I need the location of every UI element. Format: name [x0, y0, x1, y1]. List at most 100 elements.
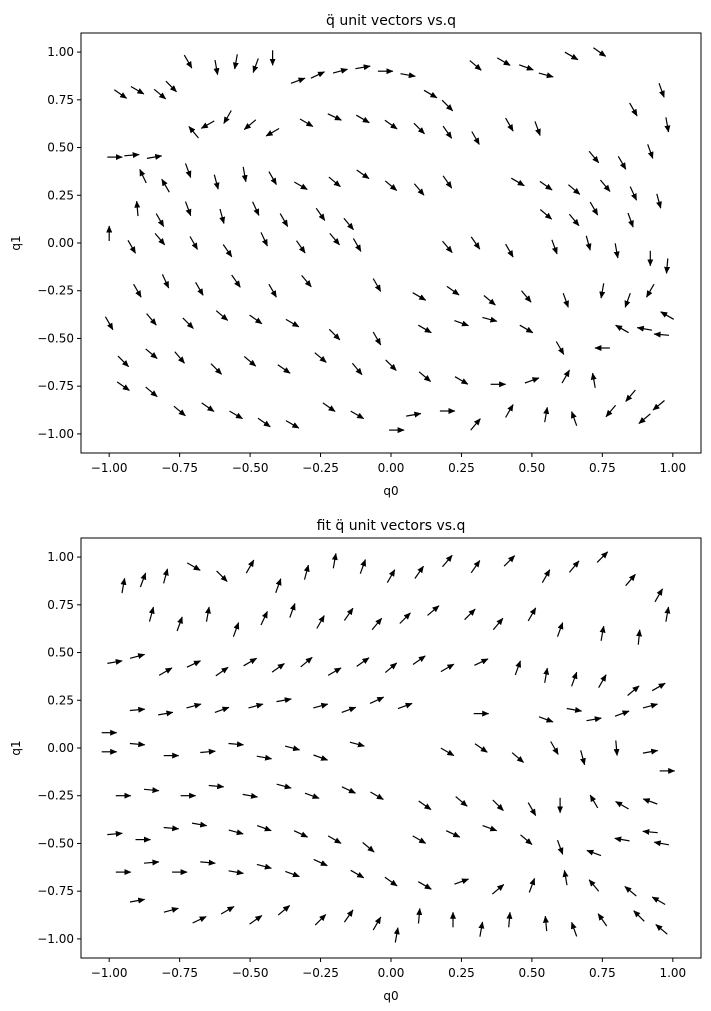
top-quiver-arrow: [146, 153, 163, 160]
bottom-quiver-arrow: [107, 830, 123, 837]
bottom-quiver-arrow: [416, 908, 423, 924]
bottom-quiver-arrow: [303, 564, 310, 580]
top-quiver-arrow: [173, 405, 186, 417]
top-quiver-arrow: [294, 181, 308, 191]
bottom-quiver-arrow: [615, 800, 629, 810]
top-quiver-arrow: [538, 72, 554, 79]
top-quiver-arrow: [412, 292, 427, 301]
bottom-quiver-arrow: [543, 667, 550, 683]
bottom-quiver-arrow: [633, 910, 645, 922]
top-quiver-arrow: [385, 359, 397, 371]
bottom-quiver-arrow: [627, 685, 640, 696]
bottom-quiver-arrow: [163, 907, 179, 913]
bottom-quiver-arrow: [304, 792, 320, 799]
bottom-quiver-arrow: [642, 828, 658, 835]
bottom-quiver-plot: fit q̈ unit vectors vs.q −1.00 −0.75 −0.50…: [9, 518, 702, 1003]
top-quiver-arrow: [328, 328, 341, 341]
top-quiver-arrow: [355, 64, 371, 71]
top-quiver-arrow: [384, 119, 398, 130]
top-x-tick-label: −0.25: [302, 461, 339, 475]
bottom-quiver-arrow: [200, 859, 216, 866]
top-y-tick-label: 0.75: [47, 93, 74, 107]
top-x-tick-label: 0.25: [448, 461, 475, 475]
bottom-quiver-arrow: [331, 553, 338, 569]
top-quiver-arrow: [241, 166, 248, 183]
top-quiver-arrow: [384, 180, 398, 191]
bottom-quiver-arrow: [613, 740, 620, 756]
top-quiver-arrow: [195, 282, 204, 296]
top-quiver-arrow: [229, 410, 243, 420]
bottom-quiver-arrow: [370, 791, 384, 801]
top-quiver-arrow: [279, 213, 289, 228]
top-quiver-arrow: [249, 314, 263, 325]
top-plot-y-axis-label: q1: [9, 235, 23, 250]
top-quiver-arrow: [599, 179, 611, 192]
bottom-quiver-arrow: [162, 568, 169, 584]
bottom-quiver-arrow: [503, 555, 516, 567]
bottom-quiver-arrow: [653, 840, 670, 847]
bottom-y-tick-label: −0.75: [37, 884, 74, 898]
bottom-quiver-arrow: [176, 616, 183, 632]
bottom-plot-axes-frame: [80, 537, 702, 959]
top-quiver-arrow: [139, 168, 147, 184]
top-quiver-arrow: [161, 178, 170, 193]
bottom-quiver-arrow: [642, 702, 658, 709]
top-quiver-arrow: [183, 54, 193, 69]
bottom-quiver-arrow: [445, 830, 461, 838]
bottom-quiver-arrow: [651, 682, 666, 692]
top-quiver-arrow: [652, 400, 665, 411]
bottom-quiver-arrow: [570, 921, 578, 937]
bottom-quiver-arrow: [596, 551, 609, 563]
bottom-quiver-arrow: [654, 588, 664, 603]
bottom-quiver-arrow: [528, 877, 536, 893]
top-quiver-arrow: [165, 80, 177, 93]
top-x-tick-label: 0.75: [589, 461, 616, 475]
bottom-quiver-arrow: [474, 743, 488, 753]
bottom-quiver-arrow: [397, 702, 413, 710]
top-quiver-arrow: [184, 201, 192, 217]
bottom-quiver-arrow: [256, 863, 272, 870]
bottom-quiver-arrow: [158, 667, 173, 676]
top-y-tick-label: −0.75: [37, 379, 74, 393]
top-quiver-arrow: [613, 243, 620, 259]
bottom-quiver-arrow: [418, 800, 432, 811]
bottom-plot-title: fit q̈ unit vectors vs.q: [317, 518, 466, 534]
top-quiver-arrow: [518, 64, 534, 71]
bottom-quiver-arrow: [327, 835, 342, 844]
top-x-tick-label: 0.00: [378, 461, 405, 475]
bottom-quiver-arrow: [350, 869, 365, 879]
bottom-quiver-arrow: [313, 754, 329, 761]
top-quiver-arrow: [568, 213, 580, 227]
bottom-quiver-arrow: [642, 798, 658, 805]
top-plot-ticks: −1.00 −0.75 −0.50 −0.25 0.00 0.25 0.50 0.75 1.00…: [37, 45, 686, 475]
bottom-quiver-arrow: [527, 802, 537, 817]
top-quiver-arrow: [570, 411, 578, 426]
bottom-quiver-arrow: [440, 663, 455, 673]
top-quiver-arrow: [213, 174, 220, 190]
top-quiver-arrow: [356, 114, 370, 124]
bottom-quiver-arrow: [614, 836, 630, 843]
bottom-plot-x-axis-label: q0: [383, 989, 398, 1003]
bottom-x-tick-label: 1.00: [659, 966, 686, 980]
bottom-quiver-arrow: [341, 706, 357, 713]
bottom-quiver-arrow: [571, 671, 578, 687]
bottom-quiver-arrow: [474, 658, 489, 666]
top-quiver-arrow: [617, 156, 627, 170]
bottom-quiver-arrow: [214, 706, 230, 713]
top-quiver-arrow: [268, 283, 277, 298]
top-quiver-arrow: [636, 325, 653, 332]
bottom-quiver-arrow: [314, 914, 327, 926]
top-quiver-arrow: [285, 318, 300, 328]
bottom-quiver-arrow: [541, 569, 551, 583]
top-quiver-arrow: [231, 274, 241, 288]
top-quiver-arrow: [213, 59, 220, 76]
top-quiver-arrow: [442, 240, 453, 253]
top-quiver-arrow: [124, 152, 140, 159]
top-y-tick-label: 1.00: [47, 45, 74, 59]
bottom-quiver-arrow: [242, 792, 258, 799]
top-quiver-arrow: [299, 118, 314, 128]
top-quiver-arrow: [154, 233, 166, 246]
bottom-quiver-arrow: [200, 748, 216, 755]
bottom-x-tick-label: 0.50: [519, 966, 546, 980]
bottom-quiver-arrow: [393, 927, 400, 943]
